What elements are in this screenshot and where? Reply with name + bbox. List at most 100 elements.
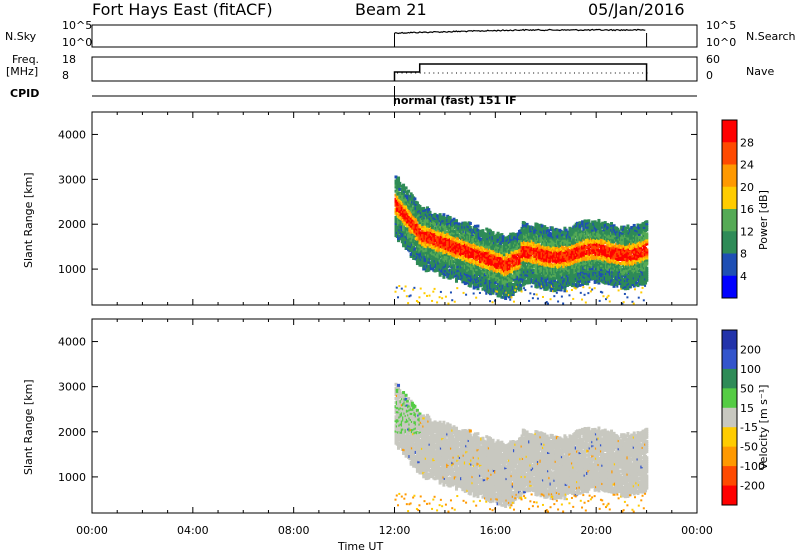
power-cell bbox=[408, 198, 412, 202]
power-cell bbox=[544, 277, 548, 281]
power-cell bbox=[563, 289, 567, 293]
power-cell bbox=[519, 287, 523, 291]
power-cell bbox=[533, 257, 537, 261]
power-cell bbox=[428, 210, 432, 214]
freq-tick-top: 18 bbox=[62, 53, 76, 66]
power-cell bbox=[603, 235, 607, 239]
power-cell bbox=[618, 255, 622, 259]
power-noise bbox=[395, 286, 398, 289]
power-cell bbox=[486, 273, 490, 277]
power-cell bbox=[447, 270, 451, 274]
power-cell bbox=[536, 284, 540, 288]
power-cell bbox=[539, 274, 543, 278]
power-noise bbox=[555, 291, 558, 294]
power-cell bbox=[560, 269, 564, 273]
nave-dot bbox=[433, 72, 435, 74]
nave-tick-bottom: 0 bbox=[706, 69, 713, 82]
power-cell bbox=[397, 178, 401, 182]
power-cell bbox=[501, 235, 505, 239]
power-cell bbox=[457, 260, 461, 264]
power-cell bbox=[520, 259, 524, 263]
freq-tick-bottom: 8 bbox=[62, 69, 69, 82]
nave-dot bbox=[614, 72, 616, 74]
power-cell bbox=[524, 241, 528, 245]
power-cell bbox=[490, 277, 494, 281]
nave-dot bbox=[469, 72, 471, 74]
power-noise bbox=[456, 287, 459, 290]
nave-tick-top: 60 bbox=[706, 53, 720, 66]
power-cell bbox=[545, 226, 549, 230]
power-cell bbox=[455, 229, 458, 233]
power-cell bbox=[612, 284, 616, 288]
power-cell bbox=[567, 266, 571, 270]
power-cell bbox=[578, 223, 582, 227]
power-cell bbox=[481, 229, 485, 233]
power-cell bbox=[599, 231, 603, 235]
power-cell bbox=[597, 233, 601, 237]
power-cell bbox=[618, 247, 622, 251]
power-cell bbox=[400, 193, 404, 197]
power-cell bbox=[501, 287, 505, 291]
power-cell bbox=[494, 242, 498, 246]
power-cell bbox=[402, 185, 406, 189]
power-cell bbox=[457, 270, 461, 274]
power-noise bbox=[398, 284, 401, 287]
power-cell bbox=[507, 289, 511, 293]
power-cell bbox=[617, 241, 621, 245]
power-cell bbox=[422, 227, 426, 231]
power-cell bbox=[497, 256, 501, 260]
power-noise bbox=[444, 295, 447, 298]
power-cell bbox=[631, 268, 635, 272]
power-cell bbox=[486, 269, 490, 273]
power-cell bbox=[583, 269, 587, 273]
power-cell bbox=[463, 223, 467, 227]
power-cell bbox=[631, 258, 635, 262]
power-cell bbox=[473, 283, 477, 287]
power-noise bbox=[523, 287, 526, 290]
power-cell bbox=[610, 272, 614, 276]
power-noise bbox=[565, 290, 568, 293]
power-cell bbox=[461, 253, 465, 257]
power-cell bbox=[529, 237, 533, 241]
power-cell bbox=[630, 234, 634, 238]
power-cell bbox=[520, 226, 524, 230]
date-title: 05/Jan/2016 bbox=[588, 0, 685, 19]
power-cell bbox=[534, 250, 538, 254]
power-cell bbox=[422, 210, 426, 214]
power-cell bbox=[545, 287, 549, 291]
power-cell bbox=[465, 238, 469, 242]
nave-dot bbox=[487, 72, 489, 74]
power-cell bbox=[578, 225, 582, 229]
power-cell bbox=[554, 246, 558, 250]
power-cell bbox=[622, 259, 626, 263]
power-cell bbox=[570, 263, 574, 267]
nave-dot bbox=[632, 72, 634, 74]
power-cell bbox=[529, 233, 533, 237]
power-cell bbox=[519, 263, 523, 267]
power-cell bbox=[579, 230, 583, 234]
power-noise bbox=[405, 295, 408, 298]
power-cell bbox=[612, 248, 616, 252]
power-cell bbox=[608, 230, 612, 234]
power-noise bbox=[475, 296, 478, 299]
power-noise bbox=[423, 292, 426, 295]
power-noise bbox=[465, 293, 468, 296]
power-cell bbox=[550, 287, 554, 291]
power-cell bbox=[402, 191, 406, 195]
power-cell bbox=[407, 189, 411, 193]
power-cell bbox=[583, 271, 587, 275]
power-cell bbox=[593, 220, 597, 224]
power-cell bbox=[533, 226, 537, 230]
power-cell bbox=[621, 236, 625, 240]
power-cell bbox=[560, 245, 564, 249]
power-cell bbox=[496, 241, 500, 245]
power-cell bbox=[431, 248, 435, 252]
power-cell bbox=[405, 230, 409, 234]
power-cell bbox=[410, 232, 414, 236]
power-cell bbox=[625, 272, 629, 276]
power-cell bbox=[441, 247, 445, 251]
power-cell bbox=[608, 262, 612, 266]
power-cell bbox=[456, 237, 460, 241]
power-cell bbox=[552, 273, 556, 277]
power-cell bbox=[597, 220, 601, 224]
